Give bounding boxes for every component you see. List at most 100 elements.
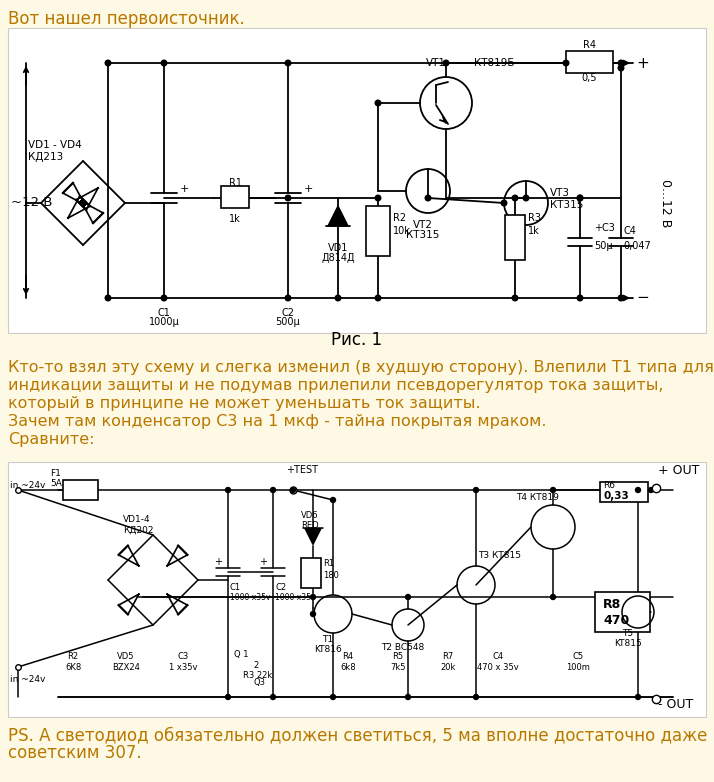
Text: 0,33: 0,33 bbox=[603, 491, 629, 501]
Text: T4 КТ819: T4 КТ819 bbox=[516, 493, 560, 501]
Bar bbox=[595, 592, 650, 632]
Circle shape bbox=[375, 196, 381, 201]
Text: C1: C1 bbox=[230, 583, 241, 593]
Text: R2
6K8: R2 6K8 bbox=[65, 652, 81, 672]
Circle shape bbox=[648, 487, 653, 493]
Text: 1000 x35v: 1000 x35v bbox=[230, 593, 271, 601]
Circle shape bbox=[105, 60, 111, 66]
Text: Кто-то взял эту схему и слегка изменил (в худшую сторону). Влепили Т1 типа для: Кто-то взял эту схему и слегка изменил (… bbox=[8, 360, 714, 375]
Circle shape bbox=[426, 196, 431, 201]
Text: 2: 2 bbox=[253, 661, 258, 669]
Text: - OUT: - OUT bbox=[658, 698, 693, 712]
Text: R5
7k5: R5 7k5 bbox=[391, 652, 406, 672]
Circle shape bbox=[618, 60, 624, 66]
Text: Q 1: Q 1 bbox=[233, 651, 248, 659]
Polygon shape bbox=[328, 206, 348, 226]
Text: КТ819Б: КТ819Б bbox=[474, 58, 515, 68]
Text: + OUT: + OUT bbox=[658, 464, 700, 476]
Text: советским 307.: советским 307. bbox=[8, 744, 141, 762]
Text: КД202: КД202 bbox=[123, 526, 154, 535]
Text: 0...12 В: 0...12 В bbox=[660, 179, 673, 228]
Text: Рис. 1: Рис. 1 bbox=[331, 331, 383, 349]
Text: C5
100m: C5 100m bbox=[566, 652, 590, 672]
Circle shape bbox=[577, 196, 583, 201]
Text: T2 BC548: T2 BC548 bbox=[381, 643, 425, 651]
Text: 50µ: 50µ bbox=[594, 241, 613, 251]
Text: R2: R2 bbox=[393, 213, 406, 223]
Text: C1: C1 bbox=[158, 308, 171, 318]
Text: R7
20k: R7 20k bbox=[441, 652, 456, 672]
Circle shape bbox=[285, 295, 291, 301]
Text: R4
6k8: R4 6k8 bbox=[340, 652, 356, 672]
Circle shape bbox=[512, 295, 518, 301]
Text: 1k: 1k bbox=[528, 226, 540, 236]
Text: VD1-4: VD1-4 bbox=[123, 515, 151, 525]
Text: 1000µ: 1000µ bbox=[149, 317, 179, 327]
Text: VD1 - VD4: VD1 - VD4 bbox=[28, 140, 81, 150]
Text: VD5
BZX24: VD5 BZX24 bbox=[112, 652, 140, 672]
Text: КТ315: КТ315 bbox=[406, 230, 440, 240]
Bar bbox=[8, 462, 706, 717]
Text: −: − bbox=[636, 290, 649, 306]
Circle shape bbox=[577, 196, 583, 201]
Text: КД213: КД213 bbox=[28, 152, 64, 162]
Text: ~12 В: ~12 В bbox=[11, 196, 53, 210]
Text: Д814Д: Д814Д bbox=[321, 253, 355, 263]
Circle shape bbox=[226, 487, 231, 493]
Text: Вот нашел первоисточник.: Вот нашел первоисточник. bbox=[8, 10, 245, 28]
Circle shape bbox=[473, 487, 478, 493]
Text: 1000 x35v: 1000 x35v bbox=[275, 593, 316, 601]
Circle shape bbox=[285, 196, 291, 201]
Circle shape bbox=[635, 487, 640, 493]
Circle shape bbox=[291, 487, 296, 493]
Circle shape bbox=[161, 295, 167, 301]
Text: 180: 180 bbox=[323, 572, 339, 580]
Text: VT2: VT2 bbox=[413, 220, 433, 230]
Text: C4
470 x 35v: C4 470 x 35v bbox=[477, 652, 519, 672]
Text: VD1: VD1 bbox=[328, 243, 348, 253]
Bar bbox=[600, 482, 648, 502]
Circle shape bbox=[375, 100, 381, 106]
Circle shape bbox=[226, 694, 231, 700]
Text: +: + bbox=[259, 557, 267, 567]
Circle shape bbox=[618, 295, 624, 301]
Text: C2: C2 bbox=[281, 308, 294, 318]
Circle shape bbox=[271, 694, 276, 700]
Circle shape bbox=[635, 694, 640, 700]
Text: 5A: 5A bbox=[50, 479, 62, 489]
Text: T5: T5 bbox=[623, 630, 633, 638]
Text: R1: R1 bbox=[228, 178, 241, 188]
Text: KT816: KT816 bbox=[314, 645, 342, 655]
Text: R6: R6 bbox=[603, 482, 615, 490]
Circle shape bbox=[523, 196, 529, 201]
Circle shape bbox=[406, 694, 411, 700]
Circle shape bbox=[501, 200, 507, 206]
Bar bbox=[301, 558, 321, 588]
Text: VD6: VD6 bbox=[301, 511, 318, 519]
Text: 1k: 1k bbox=[229, 214, 241, 224]
Circle shape bbox=[406, 594, 411, 600]
Bar bbox=[221, 186, 249, 208]
Circle shape bbox=[473, 694, 478, 700]
Text: in ~24v: in ~24v bbox=[10, 675, 46, 683]
Text: C2: C2 bbox=[275, 583, 286, 593]
Circle shape bbox=[335, 295, 341, 301]
Text: C4: C4 bbox=[623, 226, 636, 236]
Bar bbox=[8, 28, 706, 333]
Text: T3 КТ815: T3 КТ815 bbox=[478, 551, 521, 559]
Text: C3
1 x35v: C3 1 x35v bbox=[169, 652, 197, 672]
Text: 0,5: 0,5 bbox=[581, 73, 597, 83]
Text: R4: R4 bbox=[583, 40, 595, 50]
Circle shape bbox=[311, 612, 316, 616]
Circle shape bbox=[512, 196, 518, 201]
Circle shape bbox=[105, 295, 111, 301]
Text: T1: T1 bbox=[323, 636, 333, 644]
Circle shape bbox=[563, 60, 569, 66]
Text: КТ315: КТ315 bbox=[550, 200, 583, 210]
Text: +: + bbox=[636, 56, 649, 70]
Text: VT3: VT3 bbox=[550, 188, 570, 198]
Circle shape bbox=[443, 60, 449, 66]
Bar bbox=[63, 480, 98, 500]
Text: in ~24v: in ~24v bbox=[10, 482, 46, 490]
Text: VT1: VT1 bbox=[426, 58, 446, 68]
